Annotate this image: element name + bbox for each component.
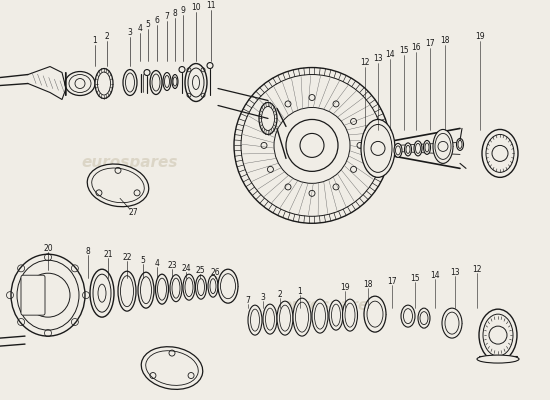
Ellipse shape	[482, 130, 518, 177]
Ellipse shape	[208, 275, 218, 297]
Ellipse shape	[401, 305, 415, 327]
Text: 25: 25	[195, 266, 205, 275]
Text: 19: 19	[475, 32, 485, 41]
Text: 7: 7	[164, 12, 169, 21]
Ellipse shape	[156, 274, 168, 304]
Ellipse shape	[479, 309, 517, 361]
Ellipse shape	[404, 143, 411, 156]
Text: 21: 21	[103, 250, 113, 259]
Text: 17: 17	[387, 277, 397, 286]
Ellipse shape	[418, 308, 430, 328]
Text: 14: 14	[430, 271, 440, 280]
Text: 1: 1	[298, 287, 302, 296]
Ellipse shape	[433, 130, 453, 163]
Text: 13: 13	[373, 54, 383, 63]
Ellipse shape	[183, 274, 195, 300]
Ellipse shape	[277, 301, 293, 335]
Text: 12: 12	[472, 265, 482, 274]
Text: 13: 13	[450, 268, 460, 277]
Text: 15: 15	[399, 46, 409, 55]
Text: 1: 1	[92, 36, 97, 45]
Ellipse shape	[172, 74, 178, 88]
Text: 17: 17	[425, 39, 435, 48]
Text: 23: 23	[167, 261, 177, 270]
Ellipse shape	[11, 254, 85, 336]
FancyBboxPatch shape	[21, 275, 45, 315]
Ellipse shape	[312, 299, 328, 333]
Text: 4: 4	[138, 24, 142, 33]
Ellipse shape	[456, 138, 464, 150]
Text: 26: 26	[210, 268, 220, 277]
Ellipse shape	[329, 300, 343, 330]
Text: 6: 6	[155, 16, 159, 25]
Text: 11: 11	[206, 1, 216, 10]
Ellipse shape	[218, 269, 238, 303]
Text: 18: 18	[440, 36, 450, 45]
Ellipse shape	[343, 299, 358, 331]
Text: 2: 2	[104, 32, 109, 41]
Text: 12: 12	[360, 58, 370, 67]
Ellipse shape	[65, 72, 95, 96]
Text: 5: 5	[146, 20, 151, 29]
Ellipse shape	[138, 272, 154, 308]
Ellipse shape	[123, 70, 137, 96]
Text: 9: 9	[180, 6, 185, 15]
Text: 14: 14	[385, 50, 395, 59]
Text: eurospares: eurospares	[282, 298, 378, 313]
Text: 18: 18	[363, 280, 373, 289]
Ellipse shape	[248, 305, 262, 335]
Text: eurospares: eurospares	[82, 155, 178, 170]
Ellipse shape	[118, 271, 136, 311]
Text: 2: 2	[278, 290, 282, 299]
Text: 3: 3	[128, 28, 133, 37]
Ellipse shape	[364, 296, 386, 332]
Ellipse shape	[394, 144, 402, 157]
Ellipse shape	[259, 102, 277, 134]
Ellipse shape	[293, 298, 311, 336]
Text: 3: 3	[261, 293, 266, 302]
Ellipse shape	[141, 347, 203, 389]
Text: 8: 8	[173, 9, 177, 18]
Ellipse shape	[414, 141, 422, 156]
Text: 4: 4	[155, 259, 159, 268]
Ellipse shape	[95, 68, 113, 98]
Text: 15: 15	[410, 274, 420, 283]
Text: 20: 20	[43, 244, 53, 253]
Text: 5: 5	[141, 256, 145, 265]
Text: 10: 10	[191, 3, 201, 12]
Ellipse shape	[90, 269, 114, 317]
Ellipse shape	[163, 72, 171, 90]
Text: 7: 7	[245, 296, 250, 305]
Ellipse shape	[170, 275, 182, 302]
Text: 8: 8	[86, 247, 90, 256]
Ellipse shape	[424, 140, 431, 154]
Ellipse shape	[263, 304, 277, 334]
Ellipse shape	[87, 164, 148, 207]
Ellipse shape	[195, 275, 206, 299]
Ellipse shape	[361, 120, 395, 177]
Text: 22: 22	[122, 253, 132, 262]
Text: 27: 27	[128, 208, 138, 217]
Text: 24: 24	[181, 264, 191, 273]
Ellipse shape	[185, 64, 207, 102]
Ellipse shape	[150, 70, 162, 94]
Text: 16: 16	[411, 43, 421, 52]
Ellipse shape	[477, 355, 519, 363]
Text: 19: 19	[340, 283, 350, 292]
Ellipse shape	[442, 308, 462, 338]
